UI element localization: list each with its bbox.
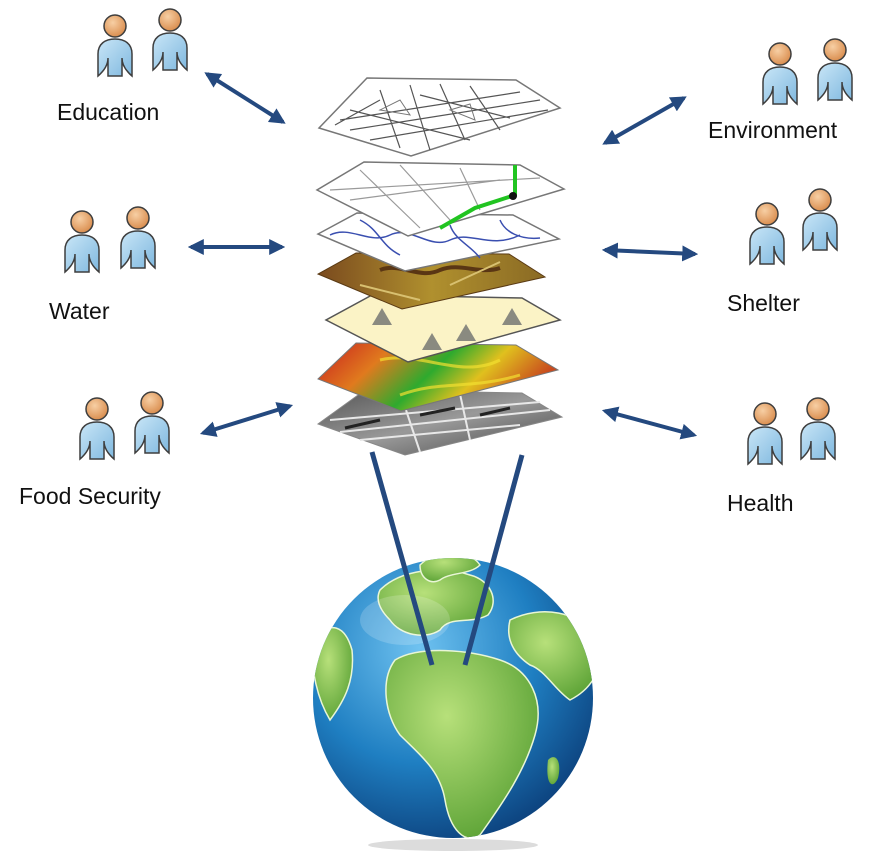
food-security-person-icon <box>134 391 170 455</box>
street-map-layer <box>317 77 562 157</box>
satellite-imagery-layer <box>316 389 564 456</box>
environment-arrow <box>602 96 687 145</box>
layer-stack <box>315 77 566 456</box>
education-person-icon <box>152 8 188 72</box>
shelter-arrow <box>601 242 699 262</box>
food-security-person-icon <box>79 397 115 461</box>
hydrology-layer <box>316 212 562 272</box>
poi-triangle-icon <box>422 333 442 350</box>
globe-icon <box>313 558 593 851</box>
shelter-person-icon <box>802 188 838 252</box>
environment-person-icon <box>817 38 853 102</box>
education-label: Education <box>57 99 160 125</box>
education-arrow <box>204 72 286 124</box>
globe-connector-left <box>369 451 435 666</box>
elevation-layer <box>317 342 560 412</box>
environment-label: Environment <box>708 117 838 143</box>
poi-triangle-icon <box>372 308 392 325</box>
shelter-label: Shelter <box>727 290 800 316</box>
food-security-label: Food Security <box>19 483 161 509</box>
roads-network-layer <box>315 161 566 237</box>
health-label: Health <box>727 490 794 516</box>
poi-triangle-icon <box>502 308 522 325</box>
food-security-arrow <box>199 402 294 437</box>
health-person-icon <box>747 402 783 466</box>
health-arrow <box>601 406 698 440</box>
shelter-person-icon <box>749 202 785 266</box>
environment-person-icon <box>762 42 798 106</box>
health-person-icon <box>800 397 836 461</box>
poi-triangle-icon <box>456 324 476 341</box>
water-person-icon <box>64 210 100 274</box>
water-label: Water <box>49 298 110 324</box>
education-person-icon <box>97 14 133 78</box>
points-of-interest-layer <box>324 294 562 363</box>
globe-connector-right <box>462 454 525 666</box>
water-person-icon <box>120 206 156 270</box>
